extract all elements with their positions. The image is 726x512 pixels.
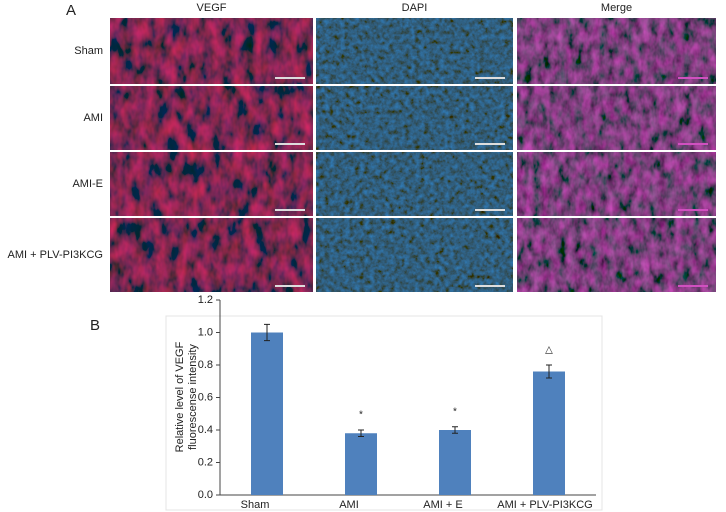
row-label: AMI-E [72,178,103,190]
micrograph [110,152,313,216]
micrograph [110,218,313,292]
error-bar [452,426,458,434]
error-bar [546,364,552,379]
column-header: Merge [601,2,632,14]
significance-mark: * [453,406,457,417]
bar [533,371,565,495]
bar [251,332,283,495]
micrograph [316,152,513,216]
row-label: AMI + PLV-PI3KCG [8,249,103,261]
x-tick-label: AMI [339,499,359,511]
column-header: DAPI [402,2,428,14]
micrograph [316,86,513,150]
bar [345,433,377,495]
x-tick-label: AMI + E [423,499,462,511]
x-tick-label: AMI + PLV-PI3KCG [497,499,592,511]
y-axis-label: Relative level of VEGF [174,341,186,452]
error-bar [264,323,270,342]
y-axis-label: fluorescense intensity [187,344,199,450]
bar [439,430,471,495]
micrograph [316,18,513,84]
micrograph [517,18,716,84]
y-tick-label: 0.8 [198,359,213,371]
y-tick-label: 0.0 [198,489,213,501]
row-label: Sham [74,45,103,57]
panel-label: A [66,2,76,19]
micrograph [110,18,313,84]
significance-mark: * [359,410,363,421]
y-tick-label: 0.2 [198,456,213,468]
y-tick-label: 0.6 [198,391,213,403]
y-tick-label: 1.2 [198,294,213,306]
chart-frame [165,315,603,511]
error-bar [358,429,364,437]
micrograph [110,86,313,150]
column-header: VEGF [197,2,227,14]
significance-mark: △ [545,345,553,356]
micrograph [316,218,513,292]
x-tick-label: Sham [241,499,270,511]
y-tick-label: 0.4 [198,424,213,436]
micrograph [517,86,716,150]
micrograph [517,218,716,292]
micrograph [517,152,716,216]
y-tick-label: 1.0 [198,326,213,338]
row-label: AMI [83,112,103,124]
panel-label: B [90,317,100,334]
